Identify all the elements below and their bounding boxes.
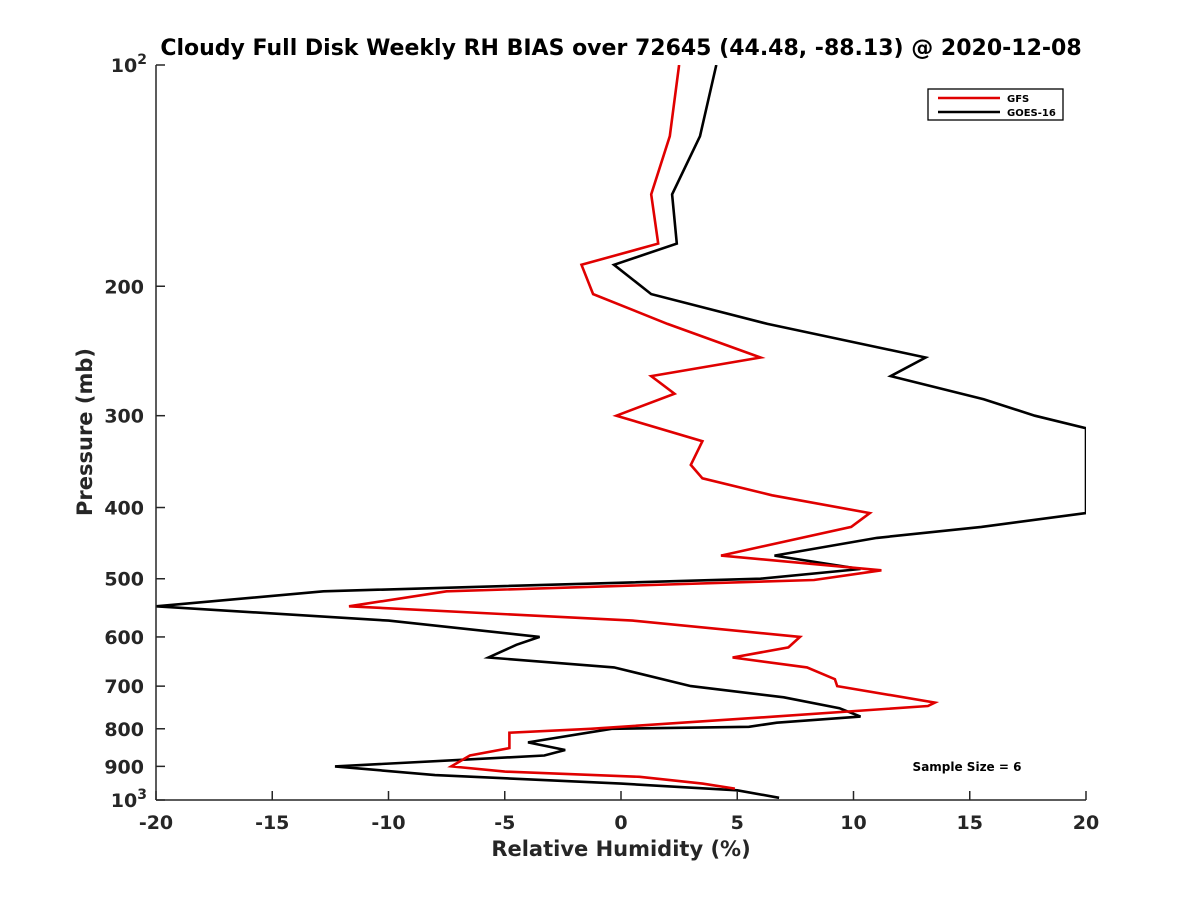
- legend-label-goes-16: GOES-16: [1007, 108, 1056, 119]
- legend-box: [927, 88, 1064, 121]
- x-tick-label: 10: [840, 812, 866, 834]
- plot-area: [156, 65, 1086, 800]
- x-axis-title: Relative Humidity (%): [491, 837, 750, 861]
- y-tick-label: 900: [104, 756, 144, 778]
- x-tick-label: 5: [731, 812, 744, 834]
- y-tick-label: 500: [104, 569, 144, 591]
- y-tick-label: 102: [111, 52, 147, 77]
- series-line-goes-16: [156, 65, 1086, 800]
- y-tick-label: 600: [104, 627, 144, 649]
- x-tick-label: -20: [139, 812, 173, 834]
- x-tick-label: -10: [371, 812, 405, 834]
- legend: GFS GOES-16: [927, 88, 1064, 121]
- x-tick-label: 20: [1073, 812, 1099, 834]
- x-tick-label: -5: [494, 812, 515, 834]
- y-tick-label: 200: [104, 276, 144, 298]
- y-tick-label: 800: [104, 719, 144, 741]
- y-tick-label: 700: [104, 676, 144, 698]
- y-tick-label: 400: [104, 498, 144, 520]
- series-line-gfs: [348, 65, 940, 790]
- sample-size-annotation: Sample Size = 6: [913, 760, 1022, 774]
- legend-label-gfs: GFS: [1007, 94, 1029, 105]
- x-tick-label: 15: [957, 812, 983, 834]
- chart-title: Cloudy Full Disk Weekly RH BIAS over 726…: [160, 36, 1081, 61]
- x-tick-label: -15: [255, 812, 289, 834]
- x-tick-label: 0: [614, 812, 627, 834]
- y-tick-label: 103: [111, 787, 147, 812]
- y-tick-label: 300: [104, 406, 144, 428]
- y-axis-title: Pressure (mb): [73, 348, 97, 516]
- axes: -20 -15 -10 -5 0 5 10 15 20 102 200 300 400 500 600 700…: [104, 52, 1099, 834]
